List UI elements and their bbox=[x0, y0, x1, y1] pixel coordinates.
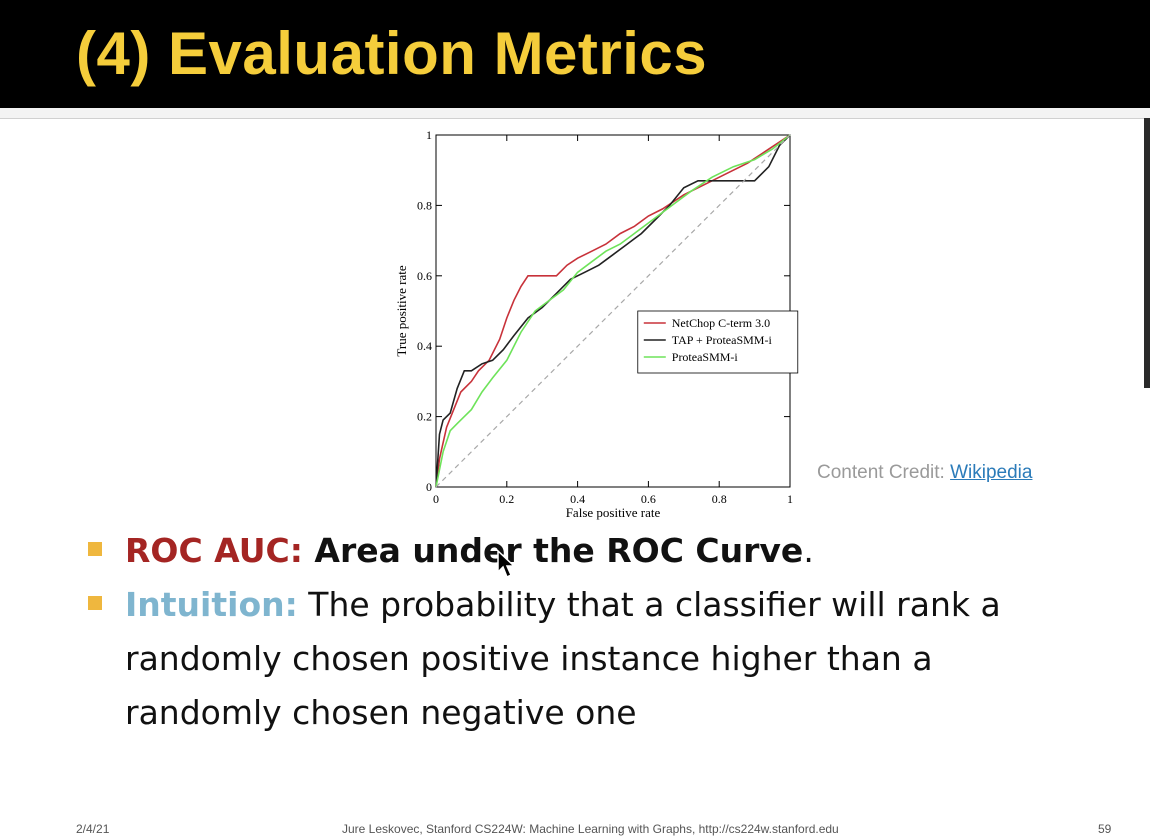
x-tick-label: 1 bbox=[787, 492, 793, 506]
roc-auc-period: . bbox=[803, 531, 814, 570]
footer-date: 2/4/21 bbox=[76, 822, 110, 836]
content-credit: Content Credit: Wikipedia bbox=[817, 462, 1032, 484]
roc-auc-text: Area under the ROC Curve bbox=[302, 531, 804, 570]
legend-label: TAP + ProteaSMM-i bbox=[672, 333, 773, 347]
y-tick-label: 0.6 bbox=[417, 269, 432, 283]
slide-footer: 2/4/21 Jure Leskovec, Stanford CS224W: M… bbox=[0, 822, 1150, 836]
intuition-text: The probability that a classifier will r… bbox=[125, 585, 1001, 732]
roc-auc-label: ROC AUC: bbox=[125, 531, 303, 570]
title-bar: (4) Evaluation Metrics bbox=[0, 0, 1150, 108]
series-line-1 bbox=[435, 134, 791, 488]
diagonal-reference-line bbox=[435, 134, 791, 488]
wikipedia-link[interactable]: Wikipedia bbox=[950, 462, 1033, 483]
legend-label: NetChop C-term 3.0 bbox=[672, 316, 770, 330]
y-tick-label: 0.8 bbox=[417, 198, 432, 212]
bullet-square-icon bbox=[88, 596, 102, 610]
legend-box bbox=[637, 310, 799, 374]
y-tick-label: 0 bbox=[426, 480, 432, 494]
bullet-square-icon bbox=[88, 542, 102, 556]
intuition-label: Intuition: bbox=[125, 585, 298, 624]
y-tick-label: 0.4 bbox=[417, 339, 432, 353]
y-axis-label: True positive rate bbox=[394, 265, 409, 356]
mouse-cursor-icon bbox=[497, 550, 516, 579]
window-edge bbox=[1144, 118, 1150, 388]
series-line-2 bbox=[435, 134, 791, 488]
bullet-roc-auc: ROC AUC: Area under the ROC Curve. bbox=[88, 524, 1085, 578]
legend-label: ProteaSMM-i bbox=[672, 350, 739, 364]
x-tick-label: 0.6 bbox=[641, 492, 656, 506]
x-tick-label: 0.8 bbox=[712, 492, 727, 506]
x-axis-label: False positive rate bbox=[566, 505, 661, 520]
y-tick-label: 0.2 bbox=[417, 410, 432, 424]
slide-title: (4) Evaluation Metrics bbox=[76, 20, 708, 87]
x-tick-label: 0 bbox=[433, 492, 439, 506]
y-tick-label: 1 bbox=[426, 128, 432, 142]
bullet-intuition: Intuition: The probability that a classi… bbox=[88, 578, 1085, 740]
title-divider bbox=[0, 108, 1150, 119]
footer-page-number: 59 bbox=[1098, 822, 1112, 836]
footer-credit: Jure Leskovec, Stanford CS224W: Machine … bbox=[342, 822, 839, 836]
roc-chart: 0 0.2 0.4 0.6 0.8 1 0 0.2 0.4 0.6 0.8 1 False positi… bbox=[380, 120, 820, 530]
credit-label: Content Credit: bbox=[817, 462, 951, 483]
roc-chart-svg: 0 0.2 0.4 0.6 0.8 1 0 0.2 0.4 0.6 0.8 1 False positi… bbox=[394, 128, 799, 520]
x-tick-label: 0.2 bbox=[499, 492, 514, 506]
x-tick-label: 0.4 bbox=[570, 492, 585, 506]
